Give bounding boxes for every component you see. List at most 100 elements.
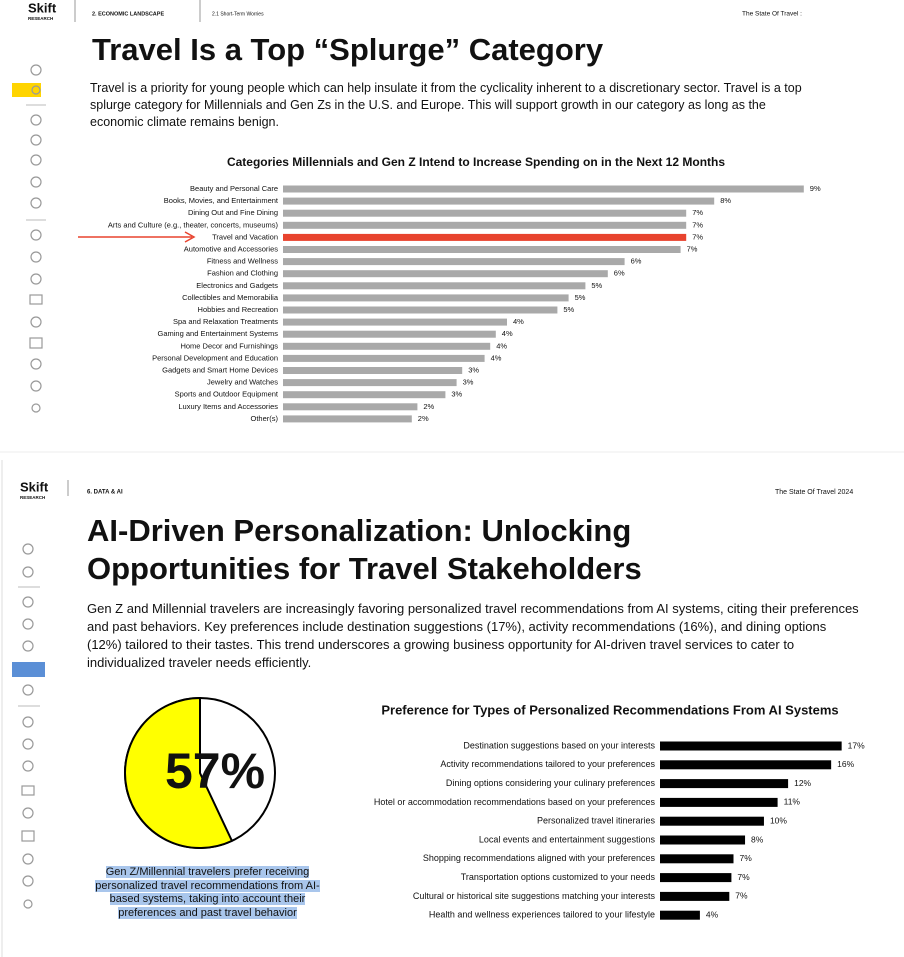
category-label: Shopping recommendations aligned with yo… xyxy=(423,853,656,863)
value-label: 5% xyxy=(591,281,602,290)
category-label: Travel and Vacation xyxy=(212,232,278,241)
value-label: 7% xyxy=(692,208,703,217)
bar xyxy=(283,221,687,229)
chart-title: Categories Millennials and Gen Z Intend … xyxy=(227,155,725,169)
bar xyxy=(660,779,789,789)
section: 6. DATA & AI xyxy=(87,490,123,496)
bar xyxy=(283,294,569,302)
pie-slice xyxy=(124,696,234,849)
category-label: Home Decor and Furnishings xyxy=(180,341,278,350)
bar xyxy=(660,816,764,826)
sidebar-icons xyxy=(12,543,45,909)
category-label: Hobbies and Recreation xyxy=(198,305,278,314)
bar xyxy=(660,873,732,883)
body-text: Travel is a priority for young people wh… xyxy=(90,81,802,129)
chart-title: Preference for Types of Personalized Rec… xyxy=(381,702,838,717)
category-label: Fashion and Clothing xyxy=(207,269,278,278)
category-label: Personalized travel itineraries xyxy=(537,816,656,826)
sidebar-icons xyxy=(12,64,46,413)
category-label: Transportation options customized to you… xyxy=(461,872,656,882)
arrow xyxy=(78,231,196,243)
category-label: Dining Out and Fine Dining xyxy=(188,208,278,217)
value-label: 8% xyxy=(751,834,764,844)
body-text: Gen Z and Millennial travelers are incre… xyxy=(87,601,859,670)
logo-sub: RESEARCH xyxy=(28,16,53,21)
bar xyxy=(283,209,687,217)
category-label: Other(s) xyxy=(250,414,278,423)
category-label: Beauty and Personal Care xyxy=(190,184,278,193)
value-label: 3% xyxy=(451,390,462,399)
bar xyxy=(283,379,457,387)
value-label: 6% xyxy=(631,257,642,266)
category-label: Books, Movies, and Entertainment xyxy=(164,196,279,205)
category-label: Luxury Items and Accessories xyxy=(178,402,278,411)
value-label: 7% xyxy=(737,872,750,882)
value-label: 2% xyxy=(418,414,429,423)
page-title: AI-Driven Personalization: Unlocking xyxy=(87,513,631,548)
bar xyxy=(660,891,730,901)
pie-label: 57% xyxy=(165,743,265,799)
value-label: 7% xyxy=(692,220,703,229)
logo-sub: RESEARCH xyxy=(20,495,45,500)
category-label: Gaming and Entertainment Systems xyxy=(158,329,279,338)
category-label: Sports and Outdoor Equipment xyxy=(175,390,279,399)
bar xyxy=(660,797,778,807)
bar xyxy=(283,258,625,266)
bar xyxy=(283,246,681,253)
bar xyxy=(283,270,608,278)
category-label: Dining options considering your culinary… xyxy=(446,778,656,788)
category-label: Activity recommendations tailored to you… xyxy=(440,759,655,769)
value-label: 10% xyxy=(770,815,787,825)
value-label: 4% xyxy=(496,341,507,350)
bar xyxy=(283,403,418,411)
bar xyxy=(660,835,746,845)
value-label: 11% xyxy=(784,797,801,807)
value-label: 3% xyxy=(468,365,479,374)
category-label: Spa and Relaxation Treatments xyxy=(173,317,278,326)
category-label: Health and wellness experiences tailored… xyxy=(429,910,655,920)
bar xyxy=(283,354,485,362)
bar xyxy=(660,910,700,920)
value-label: 6% xyxy=(614,269,625,278)
report-name: The State Of Travel 2024 xyxy=(775,489,853,496)
bar xyxy=(283,367,463,374)
bar xyxy=(283,282,586,290)
pie-caption-box: Gen Z/Millennial travelers prefer receiv… xyxy=(90,866,325,920)
value-label: 7% xyxy=(735,891,748,901)
value-label: 8% xyxy=(720,196,731,205)
page-title: Travel Is a Top “Splurge” Category xyxy=(92,32,604,67)
category-label: Gadgets and Smart Home Devices xyxy=(162,365,278,374)
value-label: 4% xyxy=(502,329,513,338)
logo: Skift xyxy=(20,479,49,494)
category-label: Arts and Culture (e.g., theater, concert… xyxy=(108,220,279,229)
report-name: The State Of Travel : xyxy=(742,11,802,18)
bar xyxy=(283,391,446,399)
bar xyxy=(283,342,491,350)
category-label: Personal Development and Education xyxy=(152,353,278,362)
category-label: Automotive and Accessories xyxy=(184,244,278,253)
bar xyxy=(283,330,496,338)
value-label: 5% xyxy=(563,305,574,314)
value-label: 5% xyxy=(575,293,586,302)
value-label: 16% xyxy=(837,759,854,769)
bar xyxy=(660,760,832,770)
pie-caption: Gen Z/Millennial travelers prefer receiv… xyxy=(95,866,320,919)
value-label: 7% xyxy=(740,853,753,863)
category-label: Collectibles and Memorabilia xyxy=(182,293,279,302)
bar xyxy=(660,854,734,864)
value-label: 7% xyxy=(687,244,698,253)
page-title: Opportunities for Travel Stakeholders xyxy=(87,551,642,586)
bar xyxy=(283,415,412,423)
bar xyxy=(283,318,507,326)
category-label: Hotel or accommodation recommendations b… xyxy=(374,797,656,807)
value-label: 7% xyxy=(692,232,703,241)
value-label: 12% xyxy=(794,778,811,788)
category-label: Local events and entertainment suggestio… xyxy=(479,834,656,844)
subsection: 2.1 Short-Term Worries xyxy=(212,11,264,17)
value-label: 3% xyxy=(463,378,474,387)
section: 2. ECONOMIC LANDSCAPE xyxy=(92,11,164,17)
category-label: Fitness and Wellness xyxy=(207,257,278,266)
category-label: Jewelry and Watches xyxy=(207,378,278,387)
